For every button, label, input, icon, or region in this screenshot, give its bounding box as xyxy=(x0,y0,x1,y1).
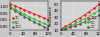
10C xyxy=(38,24,39,25)
Line: 5C: 5C xyxy=(9,6,49,26)
10C xyxy=(19,13,20,14)
Legend: 10C, 5C, 1C: 10C, 5C, 1C xyxy=(86,16,98,30)
5C xyxy=(24,14,25,15)
10C xyxy=(74,20,76,21)
1C xyxy=(60,30,61,31)
Line: 1C: 1C xyxy=(9,3,49,20)
10C xyxy=(98,4,100,5)
5C xyxy=(38,21,39,22)
10C xyxy=(14,10,15,11)
Line: 1C: 1C xyxy=(60,15,100,31)
10C xyxy=(24,16,25,17)
Line: 5C: 5C xyxy=(60,10,100,30)
5C xyxy=(43,23,44,24)
10C xyxy=(65,26,66,27)
5C xyxy=(60,29,61,30)
10C xyxy=(43,26,44,27)
1C xyxy=(48,19,49,20)
1C xyxy=(98,15,100,16)
5C xyxy=(94,13,95,14)
Line: 10C: 10C xyxy=(60,4,100,30)
10C xyxy=(29,19,30,20)
5C xyxy=(48,25,49,26)
Line: 10C: 10C xyxy=(9,7,49,29)
Y-axis label: Resistance: Resistance xyxy=(48,5,52,26)
10C xyxy=(89,11,90,12)
5C xyxy=(9,6,11,7)
Legend: 1C, 5C, 10C: 1C, 5C, 10C xyxy=(11,16,23,30)
5C xyxy=(84,18,85,19)
